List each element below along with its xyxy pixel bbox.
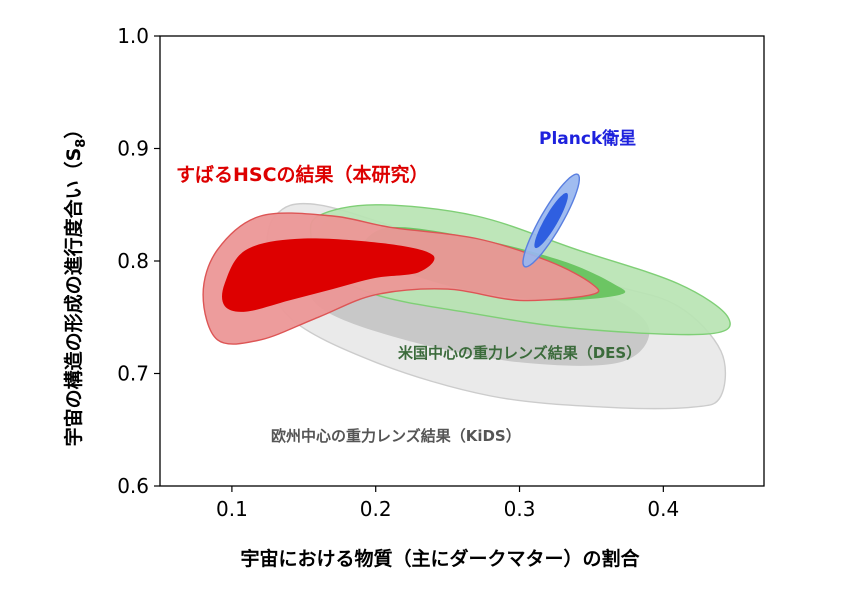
x-axis-title: 宇宙における物質（主にダークマター）の割合 — [240, 547, 640, 570]
y-tick-label: 0.8 — [117, 249, 149, 273]
y-tick-label: 1.0 — [117, 24, 149, 48]
y-axis-title-close: ） — [62, 120, 85, 139]
region-planck — [522, 173, 580, 268]
annotation-planck: Planck衛星 — [539, 128, 636, 149]
annotation-des: 米国中心の重力レンズ結果（DES） — [398, 344, 641, 362]
x-tick-label: 0.4 — [647, 497, 679, 521]
x-tick-label: 0.1 — [216, 497, 248, 521]
y-axis-title-subscript: 8 — [74, 139, 89, 148]
confidence-regions — [202, 173, 731, 410]
annotation-hsc: すばるHSCの結果（本研究） — [176, 163, 429, 186]
hsc-inner-contour — [222, 238, 435, 312]
x-tick-label: 0.3 — [504, 497, 536, 521]
y-axis-title: 宇宙の構造の形成の進行度合い（S8） — [62, 120, 89, 447]
region-hsc — [202, 212, 600, 345]
y-axis-title-main: 宇宙の構造の形成の進行度合い（S — [62, 148, 85, 447]
y-tick-label: 0.7 — [117, 362, 149, 386]
planck-inner-contour — [534, 192, 568, 249]
annotation-kids: 欧州中心の重力レンズ結果（KiDS） — [271, 427, 521, 445]
axis-ticks: 0.1 0.2 0.3 0.4 0.6 0.7 0.8 0.9 1.0 — [117, 24, 679, 521]
x-tick-label: 0.2 — [360, 497, 392, 521]
y-tick-label: 0.6 — [117, 474, 149, 498]
y-tick-label: 0.9 — [117, 137, 149, 161]
